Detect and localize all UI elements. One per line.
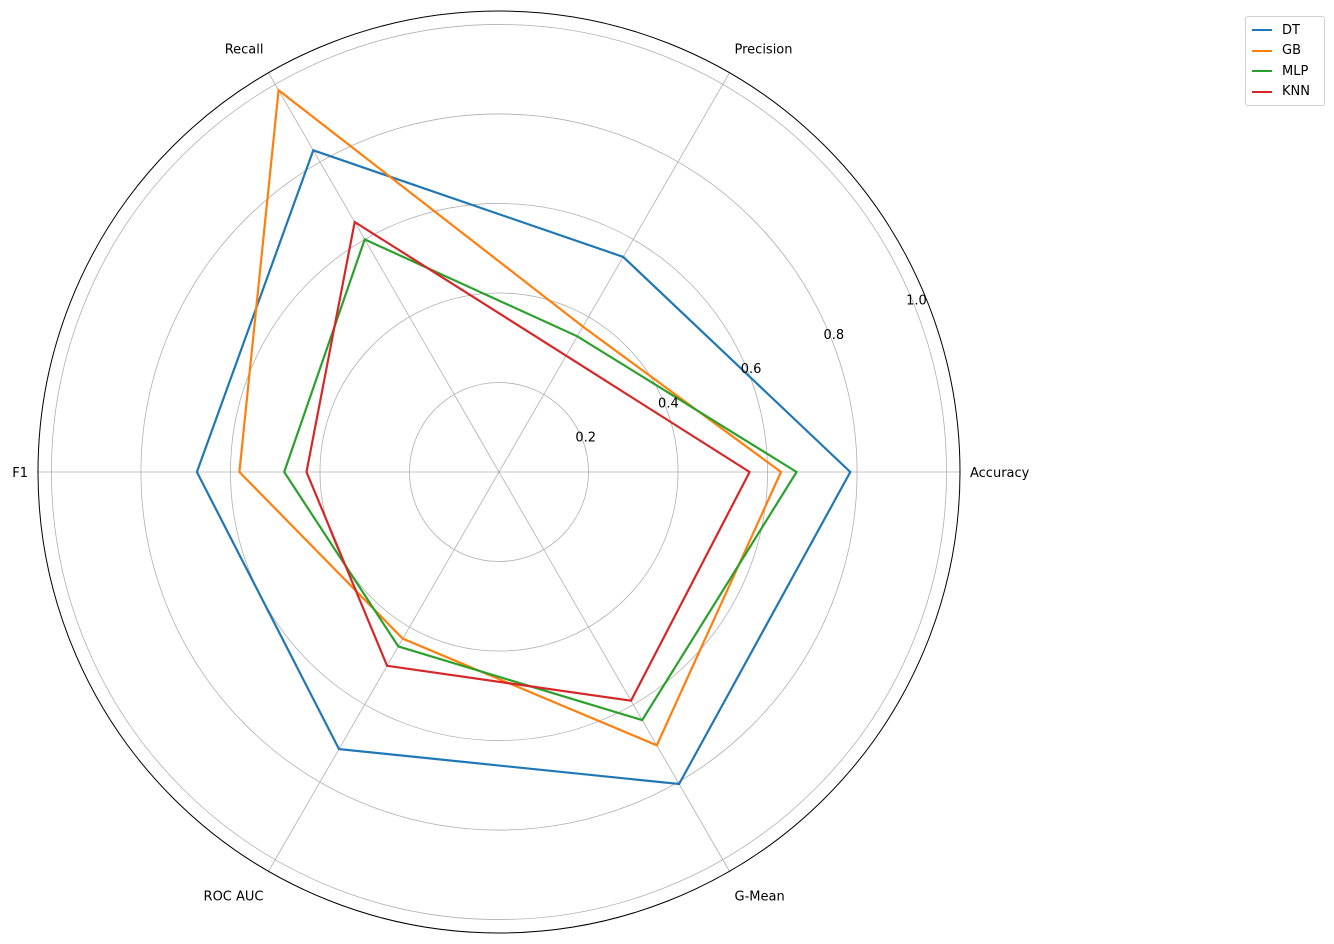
label-layer: 0.2 0.4 0.6 0.8 1.0 Accuracy Precision Recall F1… <box>12 43 1029 905</box>
legend: DT GB MLP KNN <box>1245 16 1325 106</box>
grid-spoke <box>268 72 500 473</box>
series-line-knn <box>305 220 752 702</box>
legend-label: DT <box>1282 22 1300 38</box>
polar-frame <box>37 10 961 934</box>
grid-spoke <box>498 471 730 872</box>
legend-label: GB <box>1282 43 1301 59</box>
legend-label: MLP <box>1282 63 1309 79</box>
axis-label: F1 <box>12 466 28 481</box>
axis-label: Accuracy <box>970 466 1030 481</box>
grid-layer <box>37 10 961 934</box>
r-tick-label: 0.6 <box>741 362 762 377</box>
axis-label: G-Mean <box>735 889 785 904</box>
series-line-gb <box>238 88 783 747</box>
legend-swatch <box>1252 90 1272 93</box>
series-layer <box>195 88 852 786</box>
grid-spoke <box>268 471 500 872</box>
legend-label: KNN <box>1282 84 1310 100</box>
legend-item: MLP <box>1252 61 1318 82</box>
r-tick-label: 1.0 <box>906 294 927 309</box>
legend-swatch <box>1252 49 1272 52</box>
series-line-mlp <box>282 237 799 722</box>
legend-item: DT <box>1252 20 1318 41</box>
axis-label: Recall <box>225 43 264 58</box>
series-line-dt <box>195 148 852 786</box>
r-tick-label: 0.2 <box>575 431 596 446</box>
legend-swatch <box>1252 29 1272 32</box>
r-tick-label: 0.4 <box>658 396 679 411</box>
legend-item: KNN <box>1252 82 1318 103</box>
legend-item: GB <box>1252 41 1318 62</box>
axis-label: ROC AUC <box>204 889 264 904</box>
legend-swatch <box>1252 70 1272 73</box>
axis-label: Precision <box>735 43 793 58</box>
grid-spoke <box>498 72 730 473</box>
r-tick-label: 0.8 <box>823 328 844 343</box>
